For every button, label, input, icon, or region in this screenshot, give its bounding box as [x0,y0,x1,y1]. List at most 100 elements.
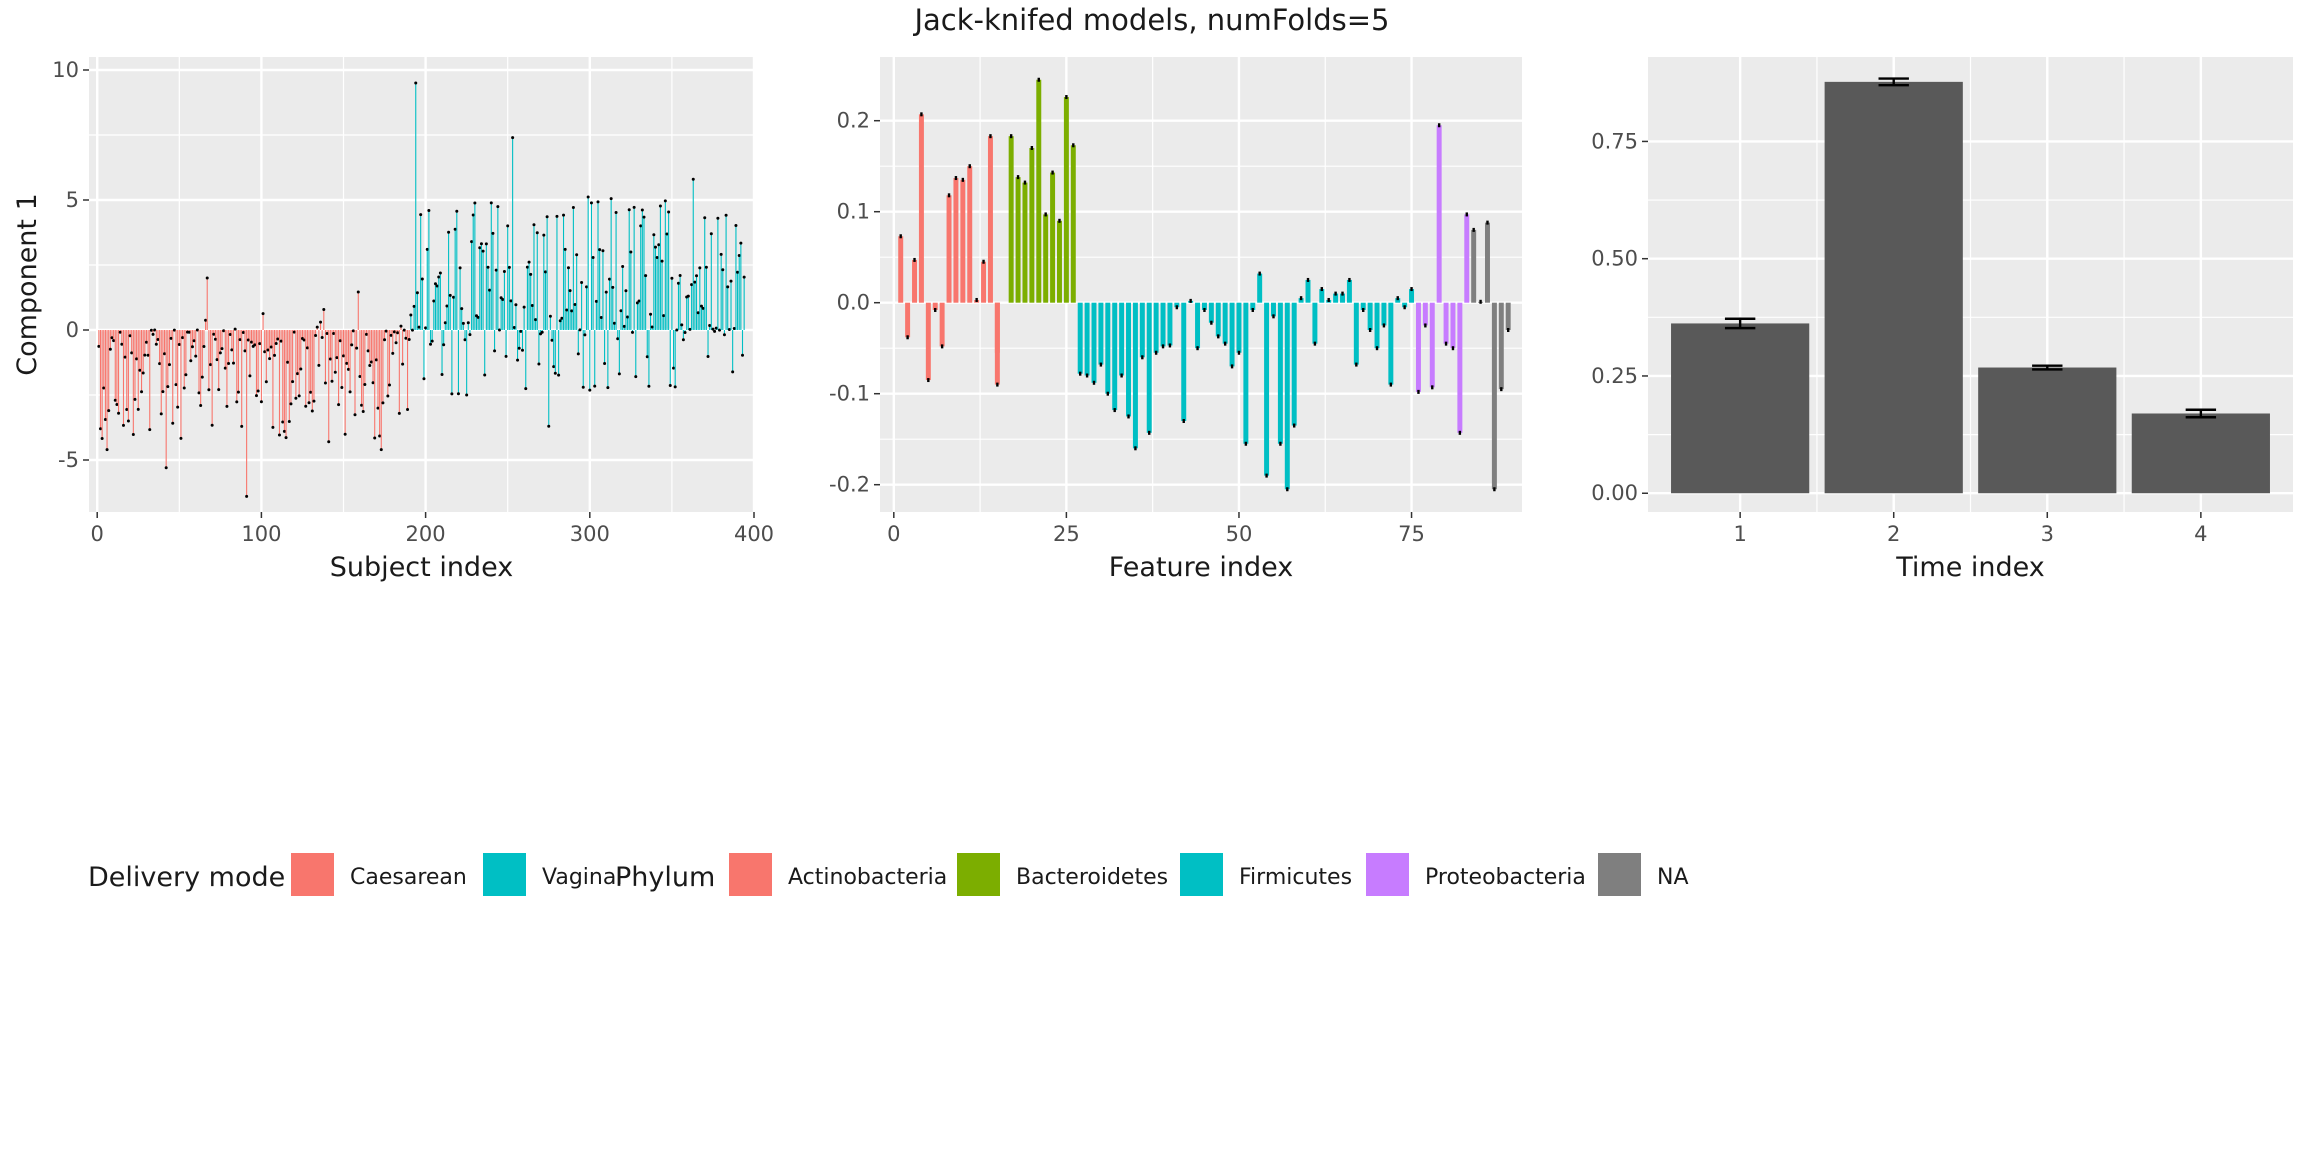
legend: Delivery mode Caesarean Vaginal Phylum A… [88,853,1689,896]
feature-bar [1395,298,1401,303]
subject-point [737,254,741,258]
subject-point [704,265,708,269]
subject-point [445,304,449,308]
subject-point [693,280,697,284]
x-tick-label: 50 [1226,522,1253,546]
subject-point [194,354,198,358]
feature-bar [1236,302,1242,353]
subject-point [612,321,616,325]
subject-point [425,247,429,251]
subject-point [332,332,336,336]
feature-bar [1215,302,1221,337]
subject-point [307,401,311,405]
subject-point [501,298,505,302]
subject-point [529,272,533,276]
feature-bar [932,302,938,310]
subject-point [568,289,572,293]
subject-point [662,314,666,318]
subject-point [291,380,295,384]
subject-point [672,366,676,370]
subject-point [580,281,584,285]
subject-point [420,277,424,281]
subject-point [721,268,725,272]
feature-bar [1340,293,1346,303]
feature-bar [1050,172,1056,303]
x-axis-title: Subject index [330,552,513,583]
x-tick-label: 300 [570,522,610,546]
x-tick-label: 0 [91,522,104,546]
subject-point [277,433,281,437]
subject-point [392,330,396,334]
subject-point [647,384,651,388]
subject-point [429,342,433,346]
subject-point [626,315,630,319]
subject-point [312,399,316,403]
subject-point [348,390,352,394]
time-bar [2131,413,2270,494]
subject-point [141,371,145,375]
feature-bar [946,195,952,303]
subject-point [604,290,608,294]
subject-point [233,327,237,331]
subject-point [511,136,515,140]
feature-bar [1174,302,1180,308]
subject-point [442,343,446,347]
subject-point [732,327,736,331]
subject-point [335,356,339,360]
subject-point [296,372,300,376]
subject-point [302,338,306,342]
time-bar [1824,81,1963,494]
feature-bar [1498,302,1504,390]
subject-point [520,348,524,352]
subject-point [131,433,135,437]
subject-point [581,385,585,389]
feature-bar [1070,145,1076,303]
subject-point [310,409,314,413]
feature-bar [1270,302,1276,317]
feature-bar [1126,302,1132,417]
subject-point [496,205,500,209]
subject-point [159,412,163,416]
subject-point [417,325,421,329]
subject-point [248,374,252,378]
subject-point [284,436,288,440]
feature-bar [1381,302,1387,326]
subject-point [670,276,674,280]
feature-bar [1388,302,1394,385]
subject-point [351,329,355,333]
subject-point [642,215,646,219]
subject-point [294,396,298,400]
feature-bar [1222,302,1228,344]
subject-point [634,375,638,379]
subject-point [494,268,498,272]
feature-bar [1098,302,1104,365]
feature-bar [1015,177,1021,303]
subject-point [637,299,641,303]
subject-point [703,216,707,220]
y-tick-label: 0.25 [1591,364,1638,388]
subject-point [729,279,733,283]
subject-point [181,336,185,340]
subject-point [486,265,490,269]
subject-point [619,309,623,313]
subject-point [397,411,401,415]
subject-point [156,338,160,342]
subject-point [640,208,644,212]
subject-point [274,341,278,345]
subject-point [192,339,196,343]
subject-point [657,243,661,247]
subject-point [739,241,743,245]
subject-point [148,428,152,432]
feature-bar [953,178,959,303]
y-tick-label: -0.2 [829,473,870,497]
subject-point [153,328,157,332]
subject-point [117,411,121,415]
subject-point [327,440,331,444]
y-tick-label: 10 [52,58,79,82]
subject-point [373,436,377,440]
subject-point [245,494,249,498]
legend-firmicutes-key [1180,853,1223,896]
feature-bar [1167,302,1173,346]
subject-point [138,368,142,372]
subject-point [616,337,620,341]
